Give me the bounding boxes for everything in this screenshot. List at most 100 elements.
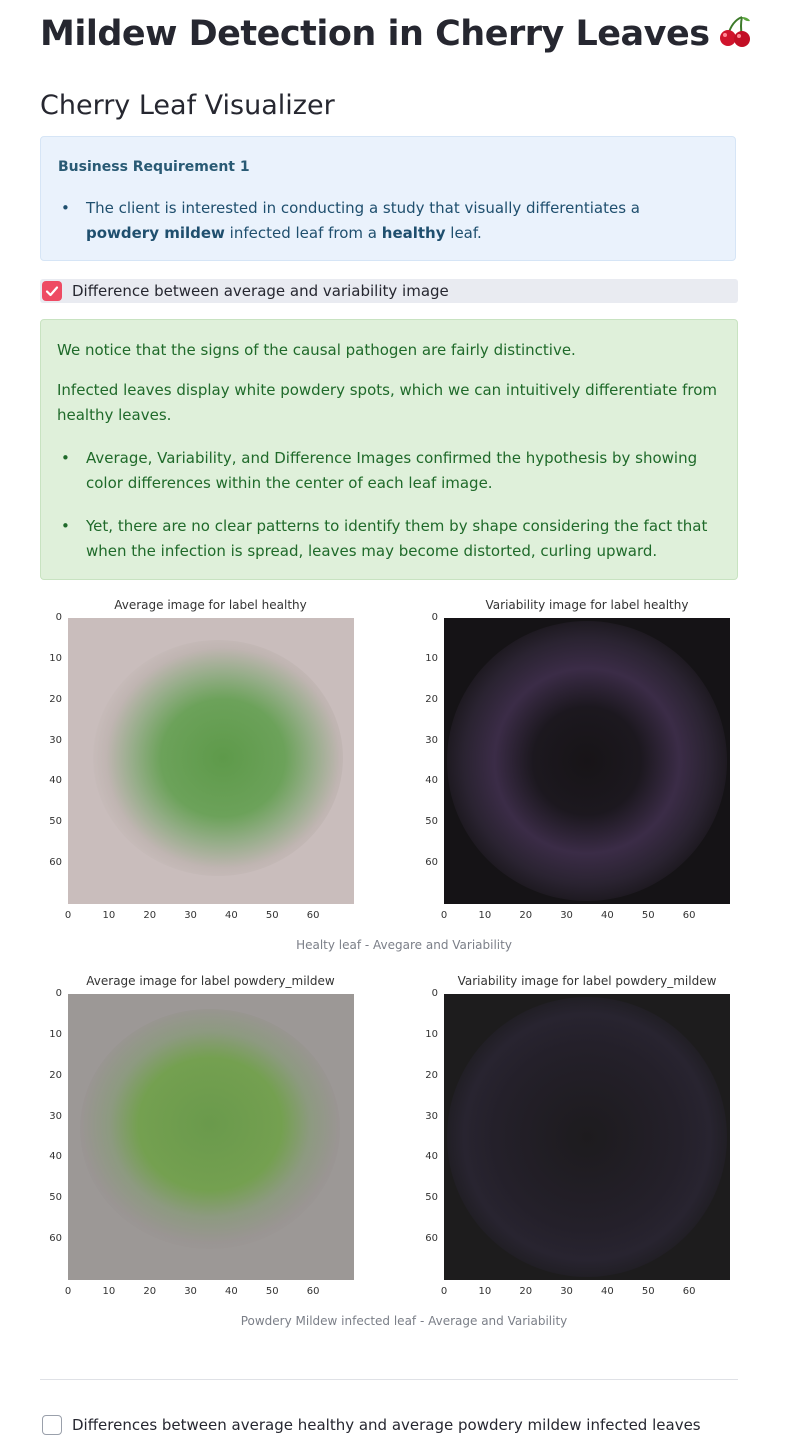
bullet-dot-icon: • [61, 199, 70, 217]
x-tick-label: 0 [440, 1286, 448, 1297]
success-bullet: • Average, Variability, and Difference I… [61, 446, 722, 496]
x-tick-label: 60 [682, 1286, 696, 1297]
panel-variability-mildew: Variability image for label powdery_mild… [418, 974, 738, 1304]
success-bullet-text: Average, Variability, and Difference Ima… [86, 449, 698, 492]
panel-title: Variability image for label healthy [485, 598, 689, 612]
checkbox-average-differences[interactable]: Differences between average healthy and … [40, 1413, 738, 1437]
y-tick-label: 10 [49, 1028, 62, 1040]
x-tick-label: 50 [641, 1286, 655, 1297]
y-tick-label: 20 [49, 693, 62, 705]
x-tick-label: 0 [64, 1286, 72, 1297]
y-tick-label: 20 [49, 1069, 62, 1081]
panel-average-healthy: Average image for label healthy 0 0 10 10 20… [40, 598, 360, 928]
success-callout: We notice that the signs of the causal p… [40, 319, 738, 580]
x-tick-label: 50 [641, 910, 655, 921]
x-tick-label: 60 [306, 1286, 320, 1297]
y-tick-label: 30 [425, 1110, 438, 1122]
info-bullet-text: leaf. [445, 224, 482, 242]
panel-title: Average image for label powdery_mildew [86, 974, 335, 988]
x-tick-label: 0 [440, 910, 448, 921]
bullet-dot-icon: • [61, 449, 70, 467]
x-tick-label: 50 [265, 1286, 279, 1297]
x-tick-label: 50 [265, 910, 279, 921]
info-bullet-bold-healthy: healthy [381, 224, 446, 242]
y-tick-label: 20 [425, 693, 438, 705]
page-subtitle: Cherry Leaf Visualizer [40, 90, 335, 121]
y-tick-label: 0 [431, 612, 438, 623]
figure-healthy: Average image for label healthy 0 0 10 10 20… [40, 598, 740, 952]
checkbox-label[interactable]: Differences between average healthy and … [72, 1416, 701, 1434]
x-tick-label: 40 [601, 910, 614, 921]
success-bullet-text: Yet, there are no clear patterns to iden… [86, 517, 708, 560]
y-tick-label: 30 [49, 1110, 62, 1122]
x-tick-label: 10 [102, 910, 116, 921]
x-tick-label: 30 [560, 910, 573, 921]
x-tick-label: 20 [519, 1286, 533, 1297]
figure-powdery-mildew: Average image for label powdery_mildew 0… [40, 974, 740, 1328]
y-tick-label: 60 [425, 857, 438, 869]
info-bullet: • The client is interested in conducting… [61, 196, 706, 246]
variability-healthy-image [444, 618, 730, 904]
y-tick-label: 0 [431, 988, 438, 999]
x-tick-label: 10 [478, 1286, 492, 1297]
y-tick-label: 0 [55, 612, 62, 623]
y-tick-label: 40 [49, 775, 62, 787]
info-bullet-bold-mildew: powdery mildew [86, 224, 225, 242]
y-tick-label: 50 [49, 816, 62, 828]
x-tick-label: 40 [225, 910, 238, 921]
checkbox-checked-icon[interactable] [42, 281, 62, 301]
x-tick-label: 10 [478, 910, 492, 921]
y-tick-label: 30 [425, 734, 438, 746]
panel-title: Average image for label healthy [114, 598, 307, 612]
success-bullet: • Yet, there are no clear patterns to id… [61, 514, 722, 564]
y-tick-label: 20 [425, 1069, 438, 1081]
x-tick-label: 60 [306, 910, 320, 921]
y-tick-label: 40 [49, 1151, 62, 1163]
info-heading: Business Requirement 1 [58, 159, 250, 175]
checkbox-average-variability[interactable]: Difference between average and variabili… [40, 279, 738, 303]
x-tick-label: 20 [143, 1286, 157, 1297]
x-tick-label: 60 [682, 910, 696, 921]
y-tick-label: 50 [425, 816, 438, 828]
average-mildew-image [68, 994, 354, 1280]
x-tick-label: 40 [225, 1286, 238, 1297]
panel-title: Variability image for label powdery_mild… [457, 974, 717, 988]
y-tick-label: 10 [425, 1028, 438, 1040]
section-divider [40, 1379, 738, 1380]
bullet-dot-icon: • [61, 517, 70, 535]
x-tick-label: 30 [184, 1286, 197, 1297]
checkbox-label[interactable]: Difference between average and variabili… [72, 282, 449, 300]
y-tick-label: 50 [425, 1192, 438, 1204]
x-tick-label: 0 [64, 910, 72, 921]
success-paragraph: Infected leaves display white powdery sp… [57, 381, 717, 424]
y-tick-label: 30 [49, 734, 62, 746]
variability-mildew-image [444, 994, 730, 1280]
y-tick-label: 60 [49, 1233, 62, 1245]
cherry-icon [718, 15, 752, 47]
y-tick-label: 0 [55, 988, 62, 999]
success-paragraph: We notice that the signs of the causal p… [57, 341, 576, 359]
info-callout: Business Requirement 1 • The client is i… [40, 136, 736, 261]
figure-caption: Powdery Mildew infected leaf - Average a… [240, 1314, 568, 1328]
y-tick-label: 60 [49, 857, 62, 869]
y-tick-label: 60 [425, 1233, 438, 1245]
checkbox-unchecked-icon[interactable] [42, 1415, 62, 1435]
panel-average-mildew: Average image for label powdery_mildew 0… [40, 974, 360, 1304]
y-tick-label: 10 [425, 652, 438, 664]
x-tick-label: 10 [102, 1286, 116, 1297]
y-tick-label: 10 [49, 652, 62, 664]
x-tick-label: 30 [184, 910, 197, 921]
average-healthy-image [68, 618, 354, 904]
x-tick-label: 20 [143, 910, 157, 921]
x-tick-label: 20 [519, 910, 533, 921]
y-tick-label: 40 [425, 775, 438, 787]
figure-caption: Healty leaf - Avegare and Variability [296, 938, 512, 952]
y-tick-label: 40 [425, 1151, 438, 1163]
panel-variability-healthy: Variability image for label healthy 0 0 10… [418, 598, 738, 928]
page-title-text: Mildew Detection in Cherry Leaves [40, 14, 710, 54]
x-tick-label: 40 [601, 1286, 614, 1297]
info-bullet-text: infected leaf from a [224, 224, 382, 242]
page-title: Mildew Detection in Cherry Leaves [40, 14, 752, 54]
info-bullet-text: The client is interested in conducting a… [86, 199, 640, 217]
x-tick-label: 30 [560, 1286, 573, 1297]
